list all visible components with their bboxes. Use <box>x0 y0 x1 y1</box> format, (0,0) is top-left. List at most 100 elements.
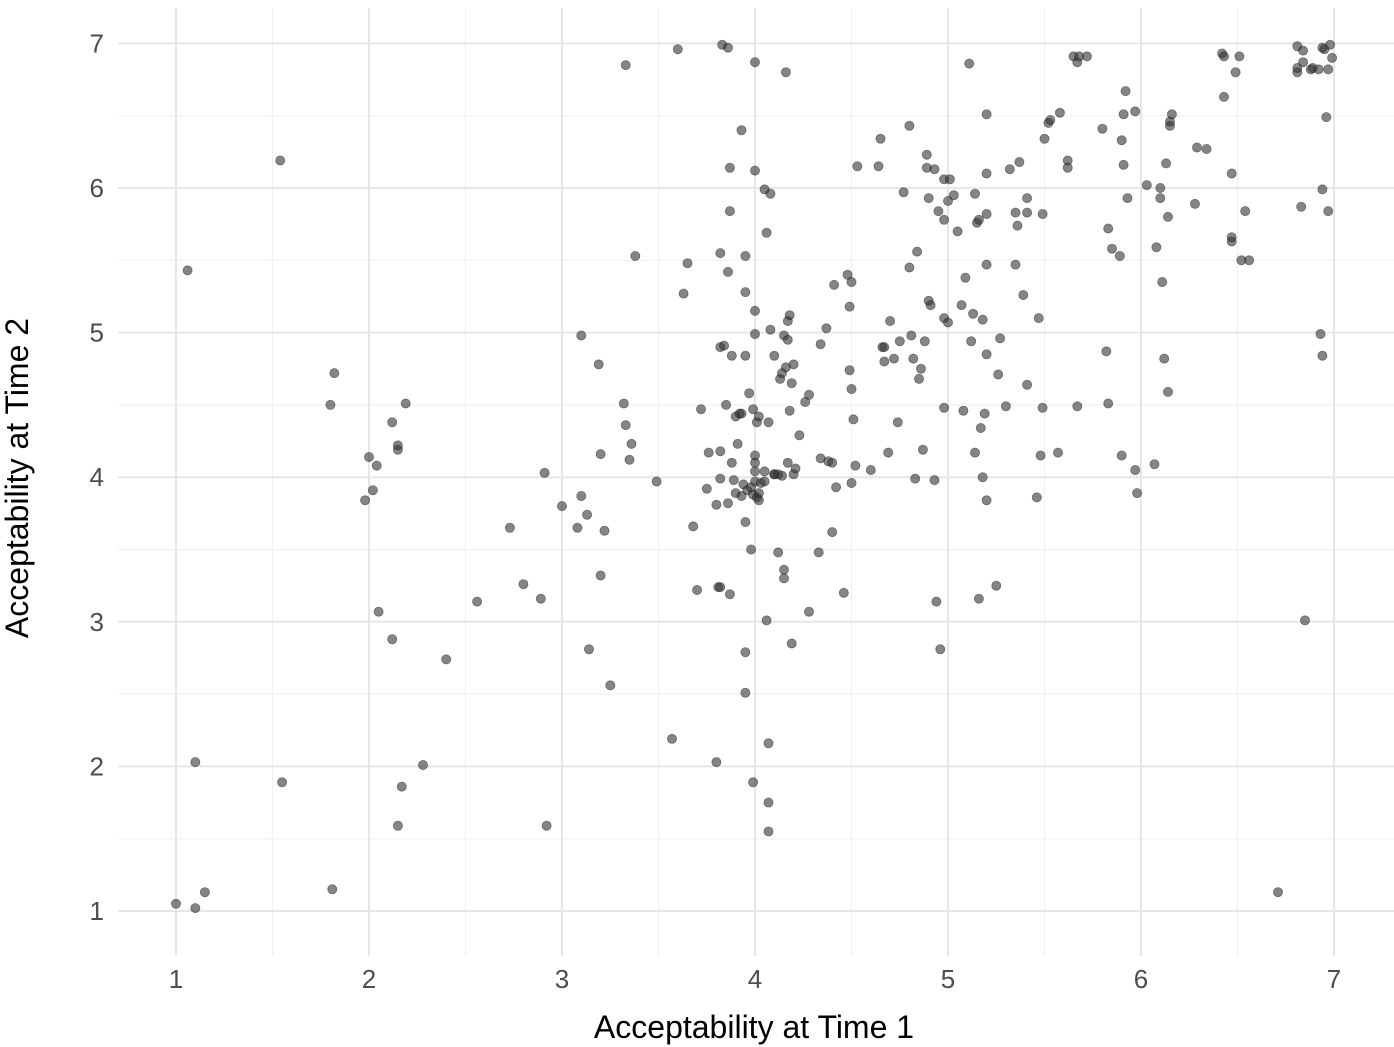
data-point <box>827 527 838 538</box>
data-point <box>400 398 411 409</box>
data-point <box>979 408 990 419</box>
data-point <box>1201 143 1212 154</box>
data-point <box>981 109 992 120</box>
data-point <box>740 687 751 698</box>
data-point <box>740 287 751 298</box>
data-point <box>919 336 930 347</box>
data-point <box>1192 142 1203 153</box>
data-point <box>1323 64 1334 75</box>
data-point <box>1072 401 1083 412</box>
y-tick-label: 6 <box>90 173 104 203</box>
y-tick-label: 3 <box>90 607 104 637</box>
data-point <box>759 476 770 487</box>
data-point <box>1296 201 1307 212</box>
data-point <box>396 781 407 792</box>
data-point <box>715 248 726 259</box>
data-point <box>753 411 764 422</box>
data-point <box>371 460 382 471</box>
data-point <box>1010 207 1021 218</box>
data-point <box>472 596 483 607</box>
data-point <box>1298 57 1309 68</box>
data-point <box>765 188 776 199</box>
data-point <box>740 517 751 528</box>
data-point <box>715 446 726 457</box>
data-point <box>873 161 884 172</box>
data-point <box>750 305 761 316</box>
data-point <box>763 417 774 428</box>
data-point <box>821 323 832 334</box>
data-point <box>831 482 842 493</box>
data-point <box>1097 123 1108 134</box>
data-point <box>724 162 735 173</box>
data-point <box>753 495 764 506</box>
data-point <box>943 317 954 328</box>
data-point <box>387 417 398 428</box>
data-point <box>535 593 546 604</box>
data-point <box>1166 109 1177 120</box>
data-point <box>1323 206 1334 217</box>
data-point <box>1035 450 1046 461</box>
data-point <box>865 464 876 475</box>
data-point <box>651 476 662 487</box>
data-point <box>1298 45 1309 56</box>
y-tick-label: 1 <box>90 896 104 926</box>
data-point <box>441 654 452 665</box>
data-point <box>933 206 944 217</box>
x-tick-label: 2 <box>362 964 376 994</box>
data-point <box>736 125 747 136</box>
data-point <box>759 466 770 477</box>
data-point <box>765 324 776 335</box>
data-point <box>788 359 799 370</box>
data-point <box>875 133 886 144</box>
data-point <box>898 187 909 198</box>
data-point <box>1122 193 1133 204</box>
data-point <box>850 460 861 471</box>
data-point <box>678 288 689 299</box>
data-point <box>1103 223 1114 234</box>
data-point <box>746 544 757 555</box>
data-point <box>777 470 788 481</box>
data-point <box>779 573 790 584</box>
data-point <box>779 564 790 575</box>
data-point <box>360 495 371 506</box>
data-point <box>981 168 992 179</box>
data-point <box>981 495 992 506</box>
data-point <box>1031 492 1042 503</box>
data-point <box>199 887 210 898</box>
data-point <box>1244 255 1255 266</box>
data-point <box>740 250 751 261</box>
data-point <box>595 570 606 581</box>
data-point <box>935 644 946 655</box>
data-point <box>929 164 940 175</box>
data-point <box>846 477 857 488</box>
data-point <box>1037 208 1048 219</box>
data-point <box>782 334 793 345</box>
data-point <box>703 447 714 458</box>
data-point <box>732 438 743 449</box>
data-point <box>1114 250 1125 261</box>
data-point <box>981 208 992 219</box>
data-point <box>906 330 917 341</box>
data-point <box>981 259 992 270</box>
data-point <box>327 884 338 895</box>
data-point <box>790 463 801 474</box>
data-point <box>715 582 726 593</box>
data-point <box>973 214 984 225</box>
data-point <box>1292 63 1303 74</box>
x-axis-title: Acceptability at Time 1 <box>594 1009 914 1045</box>
data-point <box>827 457 838 468</box>
data-point <box>1022 193 1033 204</box>
data-point <box>1161 158 1172 169</box>
data-point <box>910 473 921 484</box>
data-point <box>1062 162 1073 173</box>
data-point <box>329 368 340 379</box>
x-axis-tick-labels: 1 2 3 4 5 6 7 <box>169 964 1341 994</box>
data-point <box>1118 109 1129 120</box>
data-point <box>970 188 981 199</box>
data-point <box>692 585 703 596</box>
data-point <box>879 342 890 353</box>
data-point <box>724 206 735 217</box>
data-point <box>786 378 797 389</box>
data-point <box>993 369 1004 380</box>
